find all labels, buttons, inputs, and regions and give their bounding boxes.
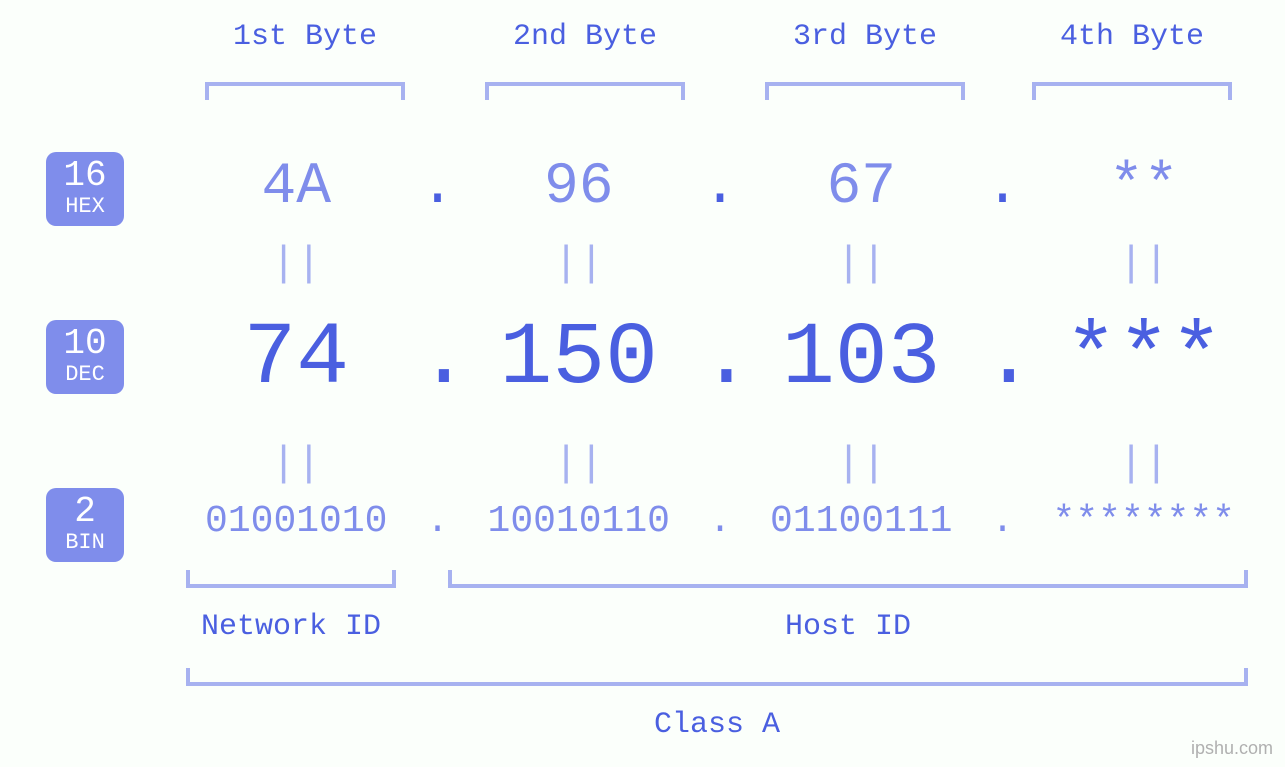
hex-byte-3: 67 (740, 155, 983, 220)
badge-bin-num: 2 (46, 494, 124, 530)
eq-2-1: || (175, 440, 418, 488)
hex-sep-2: . (700, 155, 740, 220)
watermark: ipshu.com (1191, 738, 1273, 759)
badge-hex: 16 HEX (46, 152, 124, 226)
row-dec: 74 . 150 . 103 . *** (175, 310, 1265, 409)
bracket-byte-4 (1032, 82, 1232, 100)
bin-byte-2: 10010110 (458, 500, 701, 543)
dec-sep-2: . (700, 310, 740, 409)
byte-header-2: 2nd Byte (485, 20, 685, 54)
eq-1-4: || (1023, 240, 1266, 288)
bracket-host-id (448, 570, 1248, 588)
row-eq-1: || || || || (175, 240, 1265, 288)
hex-byte-2: 96 (458, 155, 701, 220)
bracket-byte-3 (765, 82, 965, 100)
eq-2-3: || (740, 440, 983, 488)
badge-dec-name: DEC (46, 364, 124, 386)
label-host-id: Host ID (448, 610, 1248, 644)
byte-header-4: 4th Byte (1032, 20, 1232, 54)
eq-1-3: || (740, 240, 983, 288)
bracket-byte-2 (485, 82, 685, 100)
dec-byte-2: 150 (458, 310, 701, 409)
badge-hex-num: 16 (46, 158, 124, 194)
bracket-network-id (186, 570, 396, 588)
dec-byte-1: 74 (175, 310, 418, 409)
byte-header-1: 1st Byte (205, 20, 405, 54)
dec-sep-3: . (983, 310, 1023, 409)
badge-dec: 10 DEC (46, 320, 124, 394)
dec-byte-3: 103 (740, 310, 983, 409)
bin-byte-3: 01100111 (740, 500, 983, 543)
hex-sep-3: . (983, 155, 1023, 220)
bracket-byte-1 (205, 82, 405, 100)
label-class: Class A (186, 708, 1248, 742)
badge-hex-name: HEX (46, 196, 124, 218)
hex-sep-1: . (418, 155, 458, 220)
hex-byte-4: ** (1023, 155, 1266, 220)
badge-dec-num: 10 (46, 326, 124, 362)
eq-2-4: || (1023, 440, 1266, 488)
row-hex: 4A . 96 . 67 . ** (175, 155, 1265, 220)
row-eq-2: || || || || (175, 440, 1265, 488)
badge-bin: 2 BIN (46, 488, 124, 562)
byte-header-3: 3rd Byte (765, 20, 965, 54)
bin-sep-1: . (418, 500, 458, 543)
bin-sep-3: . (983, 500, 1023, 543)
row-bin: 01001010 . 10010110 . 01100111 . *******… (175, 500, 1265, 543)
eq-1-1: || (175, 240, 418, 288)
label-network-id: Network ID (186, 610, 396, 644)
eq-2-2: || (458, 440, 701, 488)
dec-sep-1: . (418, 310, 458, 409)
dec-byte-4: *** (1023, 310, 1266, 409)
bin-byte-4: ******** (1023, 500, 1266, 543)
eq-1-2: || (458, 240, 701, 288)
bin-sep-2: . (700, 500, 740, 543)
badge-bin-name: BIN (46, 532, 124, 554)
ip-diagram: 1st Byte 2nd Byte 3rd Byte 4th Byte 16 H… (0, 0, 1285, 767)
hex-byte-1: 4A (175, 155, 418, 220)
bin-byte-1: 01001010 (175, 500, 418, 543)
bracket-class (186, 668, 1248, 686)
